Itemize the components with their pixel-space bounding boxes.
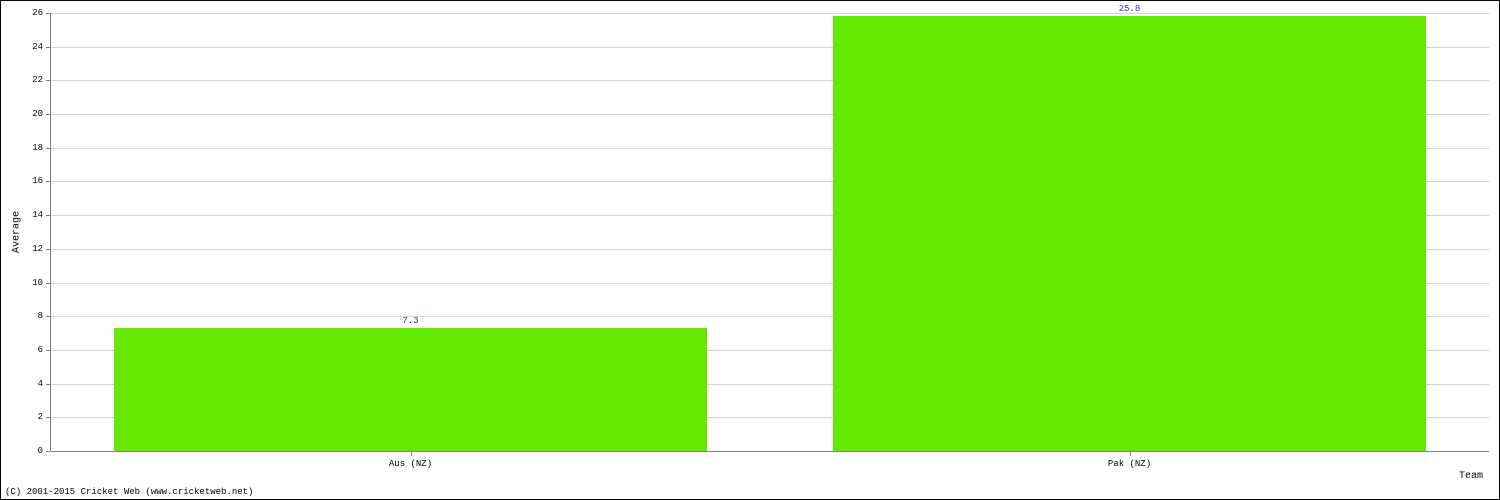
y-tick-label: 10 xyxy=(32,278,51,288)
y-tick-label: 24 xyxy=(32,42,51,52)
y-tick-label: 2 xyxy=(38,412,51,422)
chart-frame: 024681012141618202224267.3Aus (NZ)25.8Pa… xyxy=(0,0,1500,500)
x-tick-label: Aus (NZ) xyxy=(389,451,432,469)
gridline xyxy=(51,13,1489,14)
x-tick-label: Pak (NZ) xyxy=(1108,451,1151,469)
y-tick-label: 6 xyxy=(38,345,51,355)
plot-area: 024681012141618202224267.3Aus (NZ)25.8Pa… xyxy=(51,13,1489,451)
bar xyxy=(833,16,1426,451)
footer-copyright: (C) 2001-2015 Cricket Web (www.cricketwe… xyxy=(5,487,253,497)
x-axis-line xyxy=(51,451,1489,452)
y-tick-label: 22 xyxy=(32,75,51,85)
y-tick-label: 4 xyxy=(38,379,51,389)
y-tick-label: 26 xyxy=(32,8,51,18)
y-tick-label: 20 xyxy=(32,109,51,119)
y-tick-label: 14 xyxy=(32,210,51,220)
x-axis-title: Team xyxy=(1459,471,1483,482)
y-tick-label: 16 xyxy=(32,176,51,186)
bar-value-label: 25.8 xyxy=(1119,4,1141,14)
y-axis-title: Average xyxy=(12,211,23,253)
y-tick-label: 8 xyxy=(38,311,51,321)
y-tick-label: 12 xyxy=(32,244,51,254)
bar-value-label: 7.3 xyxy=(402,316,418,326)
bar xyxy=(114,328,707,451)
y-tick-label: 18 xyxy=(32,143,51,153)
y-tick-label: 0 xyxy=(38,446,51,456)
